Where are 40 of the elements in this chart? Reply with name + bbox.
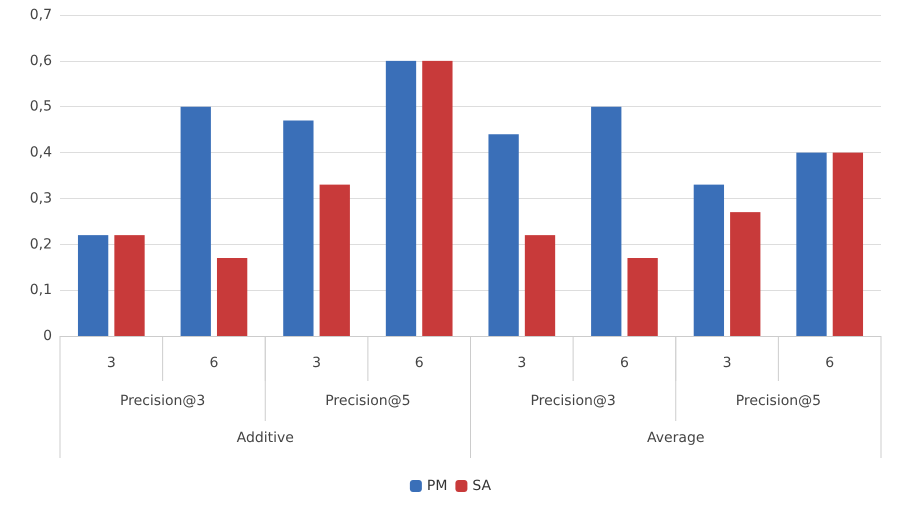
text: Average [647,430,704,446]
x-tick-label: 6 [414,355,424,371]
y-tick-label: 0,4 [30,144,52,161]
bar [283,120,314,336]
bar [591,106,622,336]
bar [832,152,864,336]
bar [320,184,350,336]
x-tick-label: 6 [620,355,629,371]
bar [730,212,760,336]
bar [796,152,827,336]
text: Additive [236,430,294,446]
y-tick-label: 0,1 [30,282,52,298]
y-tick-label: 0 [43,328,52,344]
text: Precision@5 [325,393,411,409]
legend-label: SA [472,478,492,494]
y-tick-label: 0,2 [30,236,52,252]
bar [524,235,556,336]
x-tick-label: 3 [312,355,322,371]
y-tick-label: 0,3 [30,190,52,206]
x-tick-label: 3 [722,355,732,371]
x-tick-label: 3 [106,355,116,371]
bar [694,184,724,336]
y-tick-label: 0,7 [30,7,52,23]
y-tick-label: 0,5 [30,98,52,115]
text: Precision@3 [120,393,206,409]
text: Precision@3 [530,393,616,409]
x-tick-label: 3 [517,355,526,371]
x-tick-label: 6 [825,355,834,371]
bar [488,134,519,336]
bar [627,258,658,336]
bar [114,235,145,336]
bar [180,106,211,336]
bar [386,60,416,336]
legend-label: PM [426,478,448,494]
bar [422,60,453,336]
y-tick-label: 0,6 [30,52,52,69]
bar [216,258,248,336]
text: Precision@5 [736,393,822,409]
x-tick-label: 6 [209,355,218,371]
bar [78,235,108,336]
